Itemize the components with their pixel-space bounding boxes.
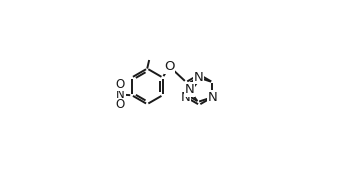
Text: N: N [208, 91, 217, 104]
Text: N: N [180, 91, 190, 104]
Text: N: N [116, 88, 125, 101]
Text: O: O [115, 78, 125, 91]
Text: N: N [184, 83, 194, 96]
Text: N: N [193, 71, 203, 84]
Text: O: O [115, 98, 125, 111]
Text: O: O [164, 60, 175, 73]
